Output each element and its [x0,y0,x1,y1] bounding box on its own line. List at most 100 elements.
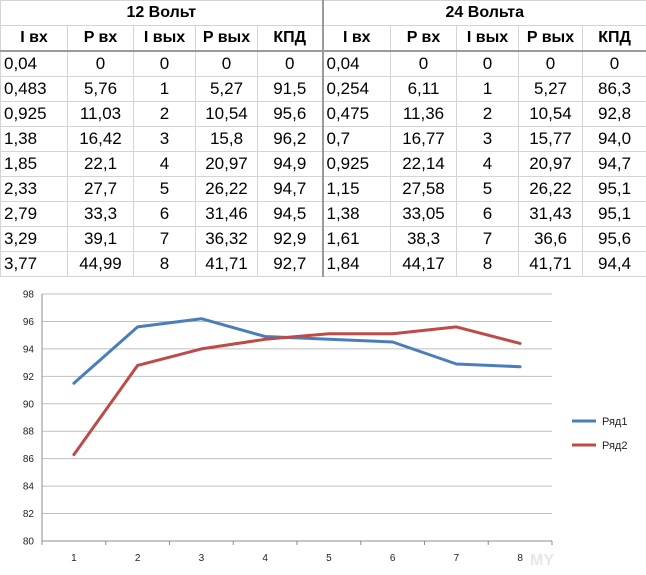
table-cell: 27,7 [67,176,134,202]
table-cell: 95,1 [581,176,646,202]
table-cell: 0,04 [0,50,68,77]
table-cell: 94,7 [581,151,646,177]
table-cell: 8 [456,251,519,277]
table-cell: 7 [133,226,196,252]
table-cell: 15,77 [518,126,583,152]
table-cell: 5,27 [518,76,583,102]
group-header-row: 12 Вольт 24 Вольта [0,0,646,26]
table-cell: 0,254 [322,76,391,102]
table-row: 0,483 5,76 1 5,27 91,5 0,254 6,11 1 5,27 86,3 [0,76,646,102]
table-cell: 0,483 [0,76,68,102]
column-header: P вых [518,25,583,52]
table-cell: 0,925 [322,151,391,177]
table-cell: 10,54 [195,101,258,127]
column-header: КПД [581,25,646,52]
table-row: 2,33 27,7 5 26,22 94,7 1,15 27,58 5 26,22 95,1 [0,176,646,202]
table-cell: 1,84 [322,251,391,277]
table-cell: 94,0 [581,126,646,152]
table-cell: 5,27 [195,76,258,102]
table-row: 2,79 33,3 6 31,46 94,5 1,38 33,05 6 31,43 95,1 [0,201,646,227]
group-header-24v: 24 Вольта [321,0,646,26]
table-cell: 1,38 [322,201,391,227]
table-cell: 8 [133,251,196,277]
table-cell: 22,14 [390,151,457,177]
table-cell: 31,43 [518,201,583,227]
y-tick-label: 80 [23,537,35,548]
table-cell: 41,71 [518,251,583,277]
column-header: I вх [0,25,68,52]
table-cell: 2,33 [0,176,68,202]
table-cell: 3,77 [0,251,68,277]
table-body: 0,04 0 0 0 0 0,04 0 0 0 0 0,483 5,76 1 5,27 91,5 0,254 6… [0,50,646,277]
gridlines [42,293,552,542]
y-tick-label: 94 [23,344,35,355]
y-tick-label: 92 [23,372,35,383]
table-cell: 36,32 [195,226,258,252]
table-cell: 26,22 [518,176,583,202]
table-cell: 16,42 [67,126,134,152]
spreadsheet-table: 12 Вольт 24 Вольта I вх P вх I вых P вых… [0,0,646,278]
watermark: MY [530,552,554,569]
x-tick-label: 6 [390,553,396,564]
table-cell: 33,3 [67,201,134,227]
y-tick-label: 88 [23,427,35,438]
column-header: I вых [456,25,519,52]
table-cell: 1 [133,76,196,102]
table-cell: 0,7 [322,126,391,152]
x-tick-label: 1 [71,553,77,564]
data-table: 12 Вольт 24 Вольта I вх P вх I вых P вых… [0,0,646,277]
column-header: КПД [257,25,324,52]
table-cell: 39,1 [67,226,134,252]
x-tick-label: 3 [199,553,205,564]
table-row: 1,85 22,1 4 20,97 94,9 0,925 22,14 4 20,97 94,7 [0,151,646,177]
table-row: 0,925 11,03 2 10,54 95,6 0,475 11,36 2 10,54 92,8 [0,101,646,127]
table-cell: 1,61 [322,226,391,252]
table-cell: 20,97 [518,151,583,177]
table-cell: 38,3 [390,226,457,252]
column-header: I вых [133,25,196,52]
table-cell: 1,38 [0,126,68,152]
x-tick-label: 5 [326,553,332,564]
legend-label: Ряд2 [602,440,627,452]
table-cell: 0 [390,50,457,77]
table-cell: 2 [456,101,519,127]
legend-label: Ряд1 [602,416,627,428]
axes: 80 82 84 86 88 90 92 94 96 98 1 2 3 4 5 6 7 8 [23,290,553,564]
table-cell: 1,85 [0,151,68,177]
table-cell: 3 [133,126,196,152]
table-cell: 0,04 [322,50,391,77]
column-header: P вых [195,25,258,52]
y-tick-label: 90 [23,399,35,410]
table-cell: 2 [133,101,196,127]
table-cell: 3 [456,126,519,152]
table-cell: 94,5 [257,201,324,227]
table-cell: 3,29 [0,226,68,252]
x-tick-label: 4 [262,553,268,564]
table-cell: 6 [456,201,519,227]
table-cell: 36,6 [518,226,583,252]
table-cell: 41,71 [195,251,258,277]
table-cell: 92,7 [257,251,324,277]
table-cell: 22,1 [67,151,134,177]
table-cell: 0 [518,50,583,77]
group-header-12v: 12 Вольт [0,0,324,26]
table-cell: 7 [456,226,519,252]
table-cell: 5,76 [67,76,134,102]
table-cell: 5 [133,176,196,202]
table-cell: 94,9 [257,151,324,177]
x-tick-label: 7 [454,553,460,564]
table-cell: 6 [133,201,196,227]
chart-svg: 80 82 84 86 88 90 92 94 96 98 1 2 3 4 5 6 7 8 Ряд1 Ряд2 MY [23,290,628,570]
table-cell: 95,6 [581,226,646,252]
table-cell: 95,1 [581,201,646,227]
table-row: 1,38 16,42 3 15,8 96,2 0,7 16,77 3 15,77 94,0 [0,126,646,152]
y-tick-label: 86 [23,454,35,465]
table-cell: 33,05 [390,201,457,227]
table-row: 3,29 39,1 7 36,32 92,9 1,61 38,3 7 36,6 95,6 [0,226,646,252]
line-chart: 80 82 84 86 88 90 92 94 96 98 1 2 3 4 5 6 7 8 Ряд1 Ряд2 MY [0,279,646,575]
table-cell: 1 [456,76,519,102]
table-cell: 2,79 [0,201,68,227]
table-cell: 16,77 [390,126,457,152]
x-tick-label: 2 [135,553,141,564]
table-cell: 4 [133,151,196,177]
